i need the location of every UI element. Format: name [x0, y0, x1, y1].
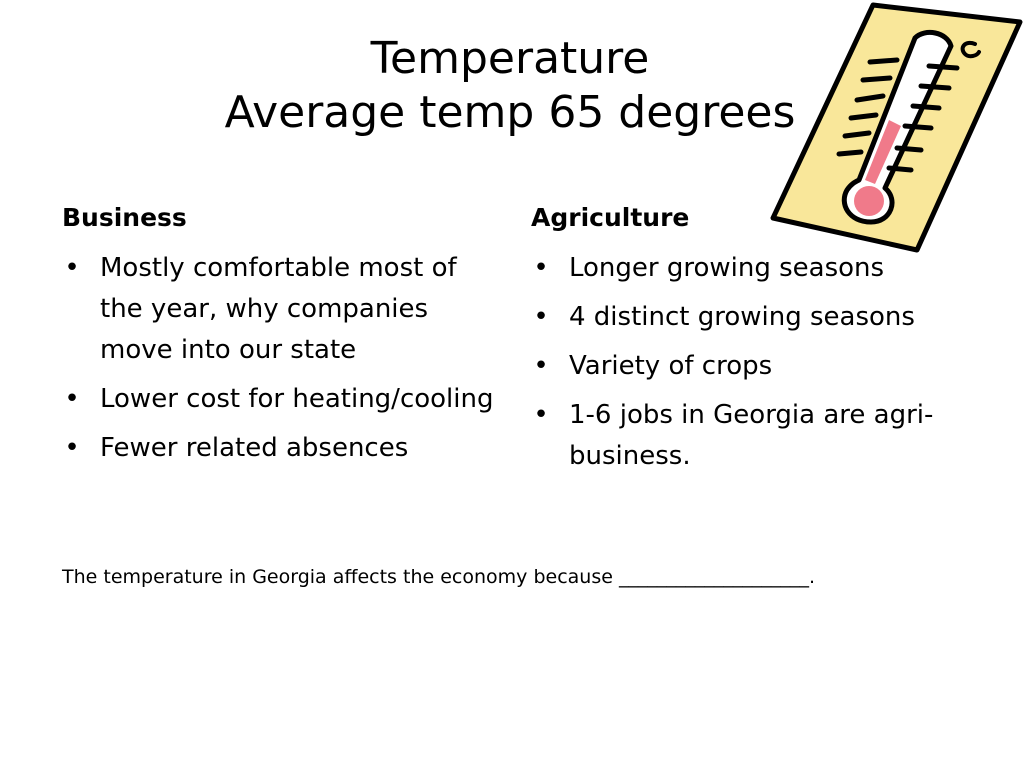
list-item: • Longer growing seasons: [531, 248, 971, 289]
business-heading: Business: [62, 203, 187, 232]
list-item: • 1-6 jobs in Georgia are agri-business.: [531, 395, 971, 477]
footer-prompt: The temperature in Georgia affects the e…: [62, 566, 815, 588]
agriculture-heading: Agriculture: [531, 203, 690, 232]
thermometer-icon: [770, 2, 1023, 253]
list-item-text: Longer growing seasons: [569, 253, 885, 283]
business-list: • Mostly comfortable most of the year, wh…: [62, 248, 502, 469]
agriculture-column: Agriculture • Longer growing seasons • 4 d…: [531, 200, 971, 485]
list-item: • Lower cost for heating/cooling: [62, 379, 502, 420]
list-item-text: Variety of crops: [569, 351, 773, 381]
title-line-2: Average temp 65 degrees: [224, 87, 796, 138]
bullet-icon: •: [533, 253, 549, 283]
business-column: Business • Mostly comfortable most of the…: [62, 200, 502, 477]
bullet-icon: •: [64, 253, 80, 283]
bullet-icon: •: [533, 302, 549, 332]
bullet-icon: •: [64, 433, 80, 463]
bullet-icon: •: [64, 384, 80, 414]
list-item: • Variety of crops: [531, 346, 971, 387]
list-item-text: 4 distinct growing seasons: [569, 302, 915, 332]
slide-title: Temperature Average temp 65 degrees: [110, 32, 910, 140]
agriculture-list: • Longer growing seasons • 4 distinct grow…: [531, 248, 971, 477]
list-item-text: 1-6 jobs in Georgia are agri-business.: [569, 400, 934, 471]
list-item-text: Fewer related absences: [100, 433, 409, 463]
list-item: • Mostly comfortable most of the year, wh…: [62, 248, 502, 371]
list-item-text: Lower cost for heating/cooling: [100, 384, 494, 414]
title-line-1: Temperature: [370, 33, 650, 84]
list-item: • 4 distinct growing seasons: [531, 297, 971, 338]
bullet-icon: •: [533, 400, 549, 430]
bullet-icon: •: [533, 351, 549, 381]
list-item: • Fewer related absences: [62, 428, 502, 469]
list-item-text: Mostly comfortable most of the year, why…: [100, 253, 457, 365]
